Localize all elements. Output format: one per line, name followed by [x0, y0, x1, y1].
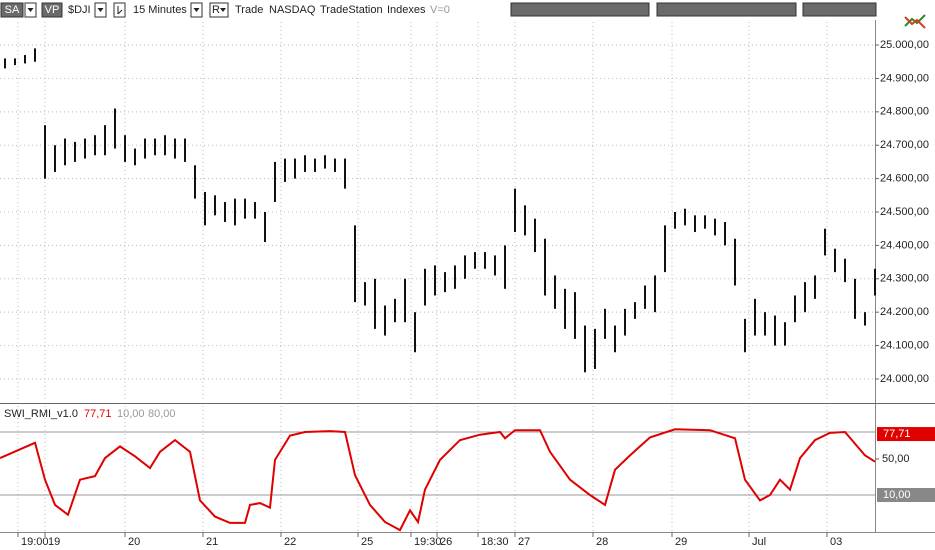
indicator-current: 77,71 [84, 408, 112, 420]
x-tick-label: 22 [284, 536, 296, 548]
level-tag [877, 488, 935, 502]
dropdown-arrow [27, 8, 34, 12]
toolbar: SA VP $DJI 15 Minutes R Trade NASDAQ Tra… [0, 2, 926, 29]
y-tick-label: 24.200,00 [880, 306, 929, 318]
interval-icon [117, 6, 123, 15]
indicator-line [0, 428, 876, 532]
category: Indexes [387, 4, 426, 16]
x-tick-label: 27 [518, 536, 530, 548]
panel-tab[interactable] [656, 2, 797, 17]
x-tick-label: Jul [752, 536, 766, 548]
symbol: $DJI [68, 4, 91, 16]
icon-down [904, 16, 926, 29]
exchange: NASDAQ [269, 4, 316, 16]
y-tick-label: 24.500,00 [880, 206, 929, 218]
x-tick-label: 21 [206, 536, 218, 548]
level-tag-label: 10,00 [883, 489, 911, 501]
data-type: Trade [235, 4, 263, 16]
volume: V=0 [430, 4, 450, 16]
indicator-level: 10,00 [117, 408, 145, 420]
y-tick-label: 24.000,00 [880, 373, 929, 385]
x-tick-label: 18:30 [481, 536, 509, 548]
y-tick-label: 24.400,00 [880, 239, 929, 251]
y-tick-label: 24.600,00 [880, 173, 929, 185]
y-tick-label: 24.300,00 [880, 273, 929, 285]
x-tick-label: 29 [675, 536, 687, 548]
dropdown-arrow [193, 8, 200, 12]
x-tick-label: 25 [361, 536, 373, 548]
x-tick-label: 19:30 [414, 536, 442, 548]
x-tick-label: 19 [48, 536, 60, 548]
current-value-tag [877, 427, 935, 442]
source: TradeStation [320, 4, 383, 16]
current-value-label: 77,71 [883, 428, 911, 440]
chart-icon[interactable] [904, 14, 926, 29]
dropdown-arrow [220, 8, 226, 12]
dropdown-arrow [97, 8, 104, 12]
y-tick-label: 24.100,00 [880, 339, 929, 351]
x-tick-label: 19:00 [21, 536, 49, 548]
vp-button[interactable] [41, 2, 63, 18]
x-tick-label: 28 [596, 536, 608, 548]
x-tick-label: 03 [830, 536, 842, 548]
y-tick-label: 24.900,00 [880, 72, 929, 84]
range-button-icon: R [212, 4, 220, 16]
y-tick-label: 25.000,00 [880, 39, 929, 51]
interval-button[interactable] [113, 2, 126, 18]
y-tick-label: 50,00 [882, 453, 910, 465]
symbol-button[interactable] [0, 2, 24, 18]
indicator-name: SWI_RMI_v1.0 [4, 408, 78, 420]
interval: 15 Minutes [133, 4, 187, 16]
y-tick-label: 24.800,00 [880, 106, 929, 118]
x-tick-label: 20 [128, 536, 140, 548]
symbol-button-text: SA [5, 4, 20, 16]
vp-button-text: VP [45, 4, 60, 16]
panel-tab[interactable] [510, 2, 650, 17]
range-button[interactable] [209, 2, 229, 18]
y-tick-label: 24.700,00 [880, 139, 929, 151]
panel-tab[interactable] [802, 2, 877, 17]
indicator-level: 80,00 [148, 408, 176, 420]
x-tick-label: 26 [440, 536, 452, 548]
